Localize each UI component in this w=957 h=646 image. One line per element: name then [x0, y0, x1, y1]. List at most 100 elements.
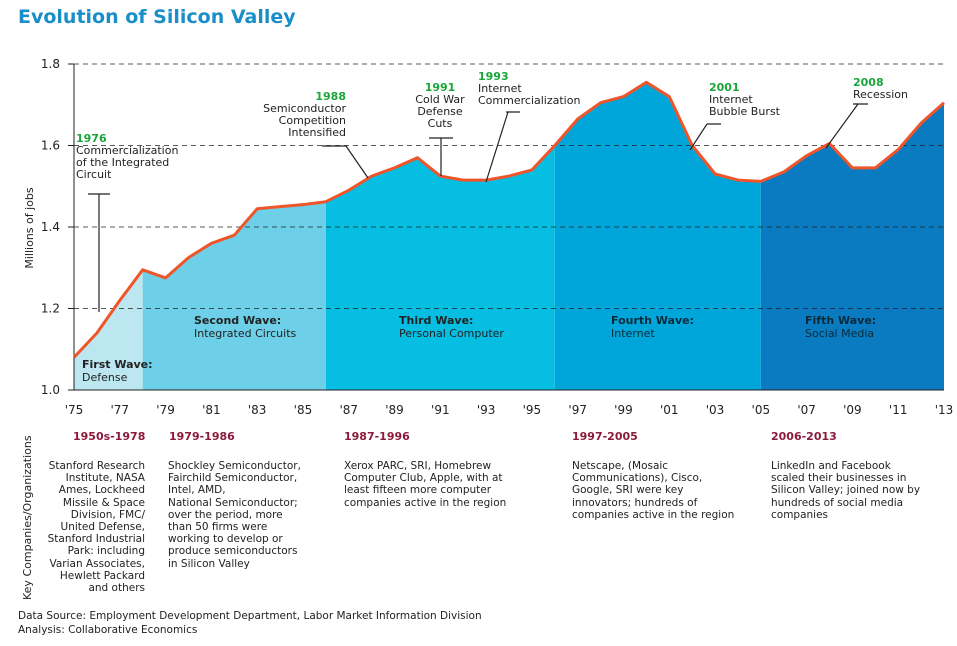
- annotation-text-2008: Recession: [853, 88, 908, 101]
- company-line: Stanford Industrial: [47, 533, 145, 546]
- company-line: companies: [771, 508, 829, 521]
- wave-sublabel-4: Internet: [611, 327, 655, 340]
- annotation-text-1976: Circuit: [76, 168, 112, 181]
- annotation-leader-1993: [485, 111, 520, 183]
- company-line: innovators; hundreds of: [572, 496, 698, 509]
- x-tick-label: '13: [935, 403, 954, 417]
- y-tick-label: 1.8: [41, 57, 60, 71]
- x-tick-label: '11: [889, 403, 908, 417]
- era-companies-1: Stanford Research Institute, NASA Ames, Lo…: [28, 460, 145, 594]
- annotation-year-1976: 1976: [76, 132, 107, 145]
- y-axis-label: Millions of jobs: [23, 187, 36, 269]
- company-line: Computer Club, Apple, with at: [344, 472, 503, 485]
- company-line: and others: [88, 582, 145, 595]
- annotation-text-1988: Intensified: [288, 126, 346, 139]
- annotation-text-2001: Internet: [709, 93, 753, 106]
- analysis-note: Analysis: Collaborative Economics: [18, 624, 198, 636]
- x-tick-label: '93: [477, 403, 496, 417]
- annotation-text-1988: Semiconductor: [263, 102, 346, 115]
- era-companies-5: LinkedIn and Facebook scaled their busine…: [771, 460, 931, 521]
- company-line: Division, FMC/: [70, 508, 145, 521]
- company-line: than 50 firms were: [168, 521, 268, 534]
- annotation-text-1988: Competition: [279, 114, 346, 127]
- wave-label-5: Fifth Wave:: [805, 314, 876, 327]
- jobs-line: [72, 80, 945, 359]
- annotation-leader-1991: [429, 137, 453, 176]
- wave-area-3: [325, 145, 555, 390]
- wave-label-2: Second Wave:: [194, 314, 281, 327]
- wave-label-1: First Wave:: [82, 358, 153, 371]
- annotation-leader-1988: [322, 145, 369, 179]
- wave-area-1: [74, 269, 143, 390]
- x-tick-label: '79: [156, 403, 175, 417]
- company-line: scaled their businesses in: [771, 472, 907, 485]
- company-line: Google, SRI were key: [572, 484, 684, 497]
- wave-label-4: Fourth Wave:: [611, 314, 694, 327]
- era-companies-4: Netscape, (Mosaic Communications), Cisco,…: [572, 460, 742, 521]
- annotation-year-2001: 2001: [709, 81, 740, 94]
- x-tick-label: '05: [752, 403, 771, 417]
- company-line: produce semiconductors: [168, 545, 298, 558]
- y-tick-label: 1.6: [41, 139, 60, 153]
- company-line: Varian Associates,: [49, 557, 145, 570]
- company-line: Park: including: [67, 545, 145, 558]
- era-range-2: 1979-1986: [169, 430, 235, 443]
- company-line: Silicon Valley; joined now by: [771, 484, 921, 497]
- wave-label-3: Third Wave:: [399, 314, 473, 327]
- wave-area-4: [554, 82, 761, 391]
- x-tick-label: '89: [385, 403, 404, 417]
- company-line: least fifteen more computer: [344, 484, 492, 497]
- wave-sublabel-2: Integrated Circuits: [194, 327, 297, 340]
- annotation-text-1993: Internet: [478, 82, 522, 95]
- company-line: Fairchild Semiconductor,: [168, 472, 298, 485]
- x-tick-label: '09: [843, 403, 862, 417]
- company-line: LinkedIn and Facebook: [771, 460, 891, 472]
- era-companies-3: Xerox PARC, SRI, Homebrew Computer Club, …: [344, 460, 524, 509]
- annotation-year-1988: 1988: [315, 90, 346, 103]
- company-line: Shockley Semiconductor,: [168, 460, 301, 472]
- wave-area-2: [142, 201, 326, 390]
- company-line: companies active in the region: [572, 508, 735, 521]
- annotation-text-2001: Bubble Burst: [709, 105, 781, 118]
- y-tick-label: 1.2: [41, 302, 60, 316]
- company-line: companies active in the region: [344, 496, 507, 509]
- company-line: working to develop or: [168, 533, 283, 546]
- company-line: Ames, Lockheed: [58, 484, 145, 497]
- annotation-text-1993: Commercialization: [478, 94, 580, 107]
- annotation-year-1991: 1991: [425, 81, 456, 94]
- x-tick-label: '91: [431, 403, 450, 417]
- era-companies-2: Shockley Semiconductor, Fairchild Semicon…: [168, 460, 313, 570]
- annotation-year-2008: 2008: [853, 76, 884, 89]
- x-tick-label: '77: [111, 403, 130, 417]
- company-line: Xerox PARC, SRI, Homebrew: [344, 460, 492, 472]
- company-line: National Semiconductor;: [168, 496, 298, 509]
- y-tick-label: 1.0: [41, 383, 60, 397]
- annotation-text-1976: of the Integrated: [76, 156, 169, 169]
- wave-area-5: [760, 102, 944, 390]
- annotation-text-1991: Cold War: [415, 93, 465, 106]
- company-line: in Silicon Valley: [168, 557, 250, 570]
- company-line: Stanford Research: [48, 460, 145, 472]
- annotation-text-1991: Defense: [417, 105, 463, 118]
- era-range-1: 1950s-1978: [73, 430, 146, 443]
- era-range-4: 1997-2005: [572, 430, 638, 443]
- annotation-leader-2008: [825, 103, 868, 149]
- wave-sublabel-1: Defense: [82, 371, 128, 384]
- wave-sublabel-5: Social Media: [805, 327, 874, 340]
- x-tick-label: '97: [568, 403, 587, 417]
- x-tick-label: '07: [797, 403, 816, 417]
- data-source-note: Data Source: Employment Development Depa…: [18, 610, 482, 622]
- company-line: Intel, AMD,: [168, 484, 226, 497]
- wave-sublabel-3: Personal Computer: [399, 327, 504, 340]
- x-tick-label: '03: [706, 403, 725, 417]
- x-tick-label: '75: [65, 403, 84, 417]
- annotation-year-1993: 1993: [478, 70, 509, 83]
- company-line: United Defense,: [60, 521, 145, 534]
- company-line: Netscape, (Mosaic: [572, 460, 669, 472]
- x-tick-label: '01: [660, 403, 679, 417]
- x-tick-label: '81: [202, 403, 221, 417]
- annotation-leader-1976: [88, 193, 110, 312]
- annotation-text-1976: Commercialization: [76, 144, 178, 157]
- x-tick-label: '95: [523, 403, 542, 417]
